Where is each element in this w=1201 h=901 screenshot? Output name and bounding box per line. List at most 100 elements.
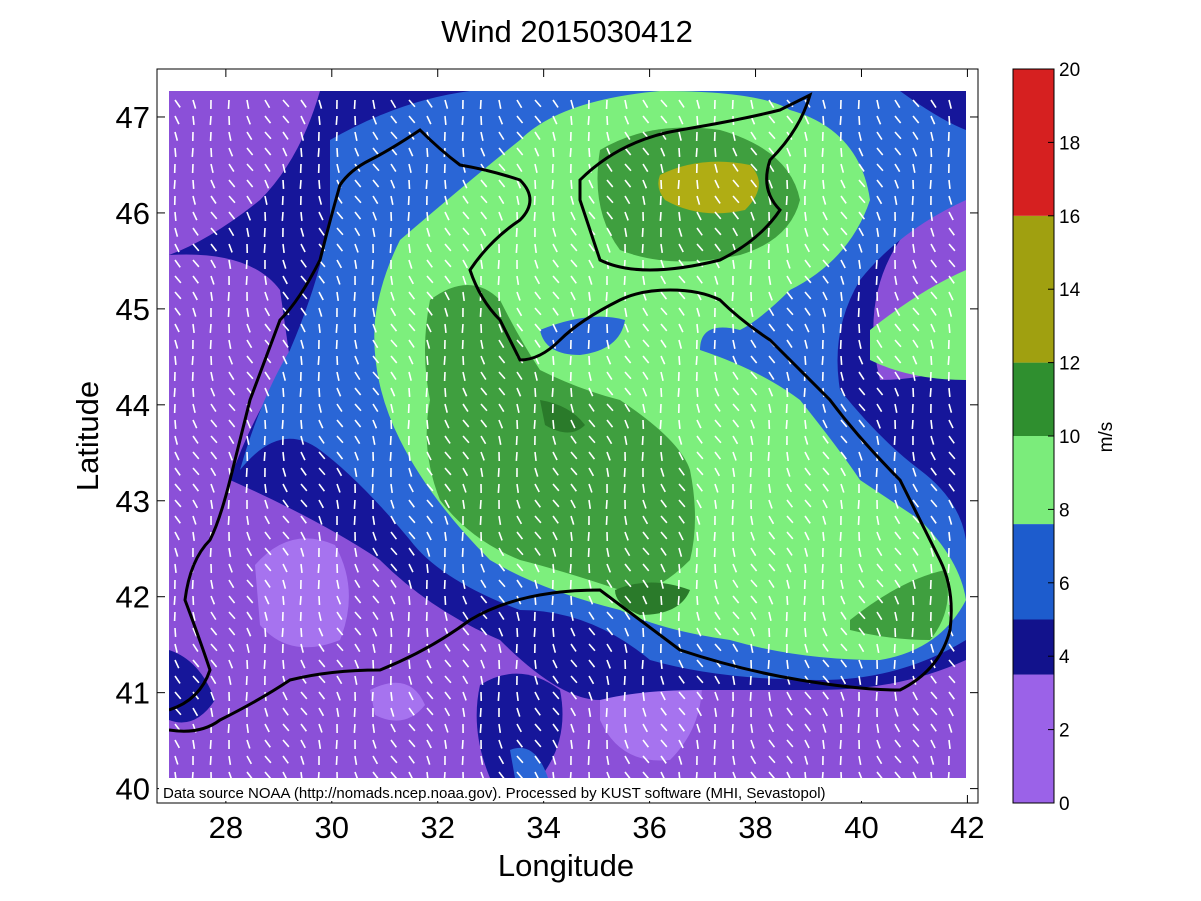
wind-arrow <box>840 291 843 302</box>
wind-arrow <box>606 227 613 237</box>
wind-arrow <box>390 755 398 764</box>
wind-arrow <box>498 611 505 621</box>
wind-arrow <box>174 115 180 125</box>
wind-arrow <box>479 707 482 718</box>
wind-arrow <box>840 707 844 718</box>
wind-arrow <box>822 419 828 429</box>
wind-arrow <box>804 147 807 158</box>
wind-arrow <box>912 755 919 764</box>
wind-arrow <box>696 435 703 444</box>
wind-arrow <box>840 371 844 381</box>
colorbar-tick-label: 8 <box>1059 500 1070 521</box>
wind-arrow <box>804 467 811 476</box>
wind-arrow <box>408 483 414 493</box>
wind-arrow <box>444 595 447 606</box>
wind-arrow <box>534 675 539 685</box>
wind-arrow <box>282 355 288 365</box>
wind-arrow <box>318 739 322 750</box>
wind-arrow <box>246 131 253 141</box>
wind-arrow <box>858 371 865 380</box>
wind-arrow <box>191 147 194 158</box>
wind-arrow <box>930 275 938 284</box>
wind-arrow <box>480 579 487 589</box>
wind-arrow <box>552 499 560 508</box>
wind-arrow <box>858 227 865 237</box>
wind-arrow <box>480 227 487 237</box>
wind-arrow <box>822 611 826 621</box>
wind-arrow <box>714 243 721 252</box>
wind-arrow <box>660 739 668 748</box>
wind-arrow <box>624 195 631 205</box>
wind-arrow <box>228 355 234 365</box>
wind-arrow <box>786 147 792 157</box>
wind-arrow <box>462 419 470 428</box>
wind-arrow <box>408 371 412 381</box>
wind-arrow <box>876 227 880 238</box>
wind-arrow <box>804 211 807 222</box>
wind-arrow <box>336 707 340 718</box>
wind-arrow <box>750 435 754 445</box>
speed-band-7-10-east <box>870 270 966 380</box>
wind-arrow <box>786 595 789 606</box>
wind-arrow <box>894 163 901 173</box>
wind-arrow <box>660 499 668 508</box>
wind-arrow <box>210 227 218 236</box>
wind-arrow <box>174 307 181 316</box>
wind-arrow <box>318 531 321 542</box>
wind-arrow <box>444 275 451 284</box>
y-tick-label: 46 <box>116 196 150 231</box>
wind-arrow <box>372 435 376 445</box>
wind-arrow <box>624 403 631 413</box>
wind-arrow <box>264 515 270 525</box>
wind-arrow <box>264 723 270 733</box>
wind-arrow <box>426 435 431 445</box>
wind-arrow <box>462 387 468 397</box>
wind-arrow <box>930 467 937 476</box>
wind-arrow <box>552 211 555 222</box>
wind-arrow <box>444 387 447 398</box>
wind-arrow <box>552 707 560 716</box>
speed-band-5-7-crimea <box>540 316 625 355</box>
wind-arrow <box>858 387 866 396</box>
wind-arrow <box>696 643 703 652</box>
wind-arrow <box>624 227 628 238</box>
wind-arrow <box>174 259 181 268</box>
wind-arrow <box>372 115 378 125</box>
wind-arrow <box>822 195 827 205</box>
footer-note-box <box>159 783 959 801</box>
wind-arrow <box>732 339 736 349</box>
wind-arrow <box>605 723 608 734</box>
wind-arrow <box>858 131 862 141</box>
wind-arrow <box>875 483 878 494</box>
wind-arrow <box>480 547 484 557</box>
wind-arrow <box>588 499 592 510</box>
wind-arrow <box>930 259 938 268</box>
wind-arrow <box>318 403 322 413</box>
wind-arrow <box>570 627 576 637</box>
wind-arrow <box>660 243 664 254</box>
wind-arrow <box>803 387 806 398</box>
wind-arrow <box>876 163 884 172</box>
wind-arrow <box>804 451 810 461</box>
wind-arrow <box>354 131 358 141</box>
wind-arrow <box>822 243 830 252</box>
wind-arrow <box>426 707 434 716</box>
wind-arrow <box>660 723 668 732</box>
wind-arrow <box>876 115 882 125</box>
wind-arrow <box>390 371 397 380</box>
wind-arrow <box>587 547 590 558</box>
wind-arrow <box>570 195 575 205</box>
wind-arrow <box>696 611 700 621</box>
wind-arrow <box>228 563 233 573</box>
wind-arrow <box>246 643 250 653</box>
wind-arrow <box>804 627 807 638</box>
wind-arrow <box>174 531 180 541</box>
wind-arrow <box>930 691 938 700</box>
azov-sea-coastline <box>578 92 813 272</box>
wind-arrow <box>245 691 248 702</box>
wind-arrow <box>894 131 902 140</box>
wind-arrow <box>300 771 303 778</box>
wind-arrow <box>264 115 272 124</box>
wind-arrow <box>444 99 449 109</box>
wind-arrow <box>893 243 896 254</box>
